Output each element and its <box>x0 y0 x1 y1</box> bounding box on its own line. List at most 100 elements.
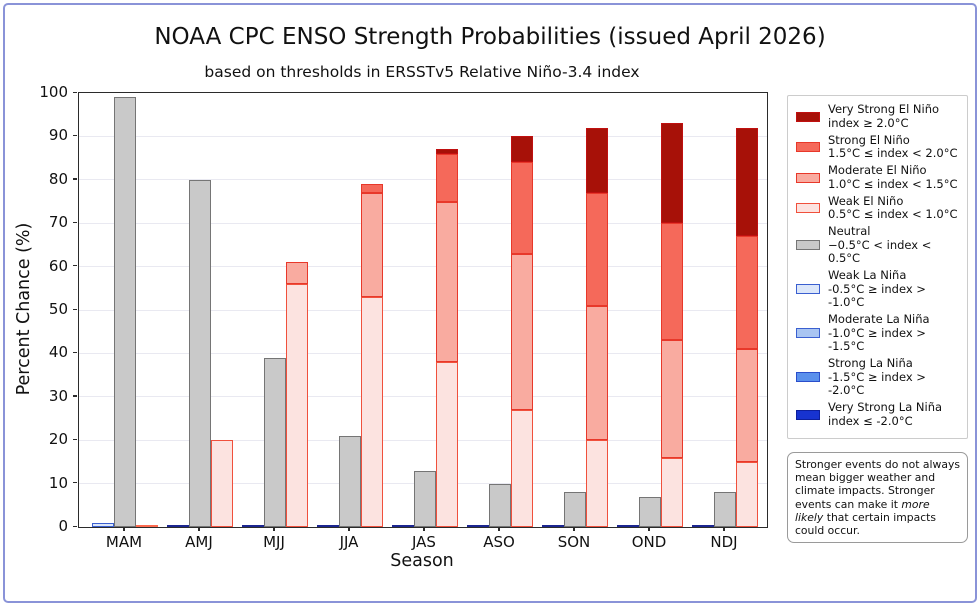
y-tick-mark <box>73 221 77 224</box>
legend-label: Neutral −0.5°C < index < 0.5°C <box>828 224 932 265</box>
y-tick-label: 60 <box>48 256 68 275</box>
y-tick-mark <box>73 265 77 267</box>
gridline <box>79 135 767 137</box>
zero-height-bar <box>167 525 189 527</box>
zero-height-bar <box>542 525 564 527</box>
bar-segment <box>736 236 758 350</box>
y-tick-mark <box>73 482 77 484</box>
bar-segment <box>511 162 533 254</box>
y-tick-mark <box>73 438 77 441</box>
zero-height-bar <box>392 525 414 527</box>
y-tick-label: 10 <box>48 473 68 492</box>
chart-subtitle: based on thresholds in ERSSTv5 Relative … <box>204 63 640 81</box>
gridline <box>79 396 767 398</box>
bar-segment <box>264 357 286 527</box>
legend-item: Very Strong El Niño index ≥ 2.0°C <box>796 102 959 130</box>
bar-segment <box>511 409 533 527</box>
bar-segment <box>211 440 233 527</box>
zero-height-bar <box>617 525 639 527</box>
legend-item: Very Strong La Niña index ≤ -2.0°C <box>796 400 959 428</box>
plot-area <box>78 92 768 528</box>
x-tick-mark <box>498 527 500 532</box>
zero-height-bar <box>467 525 489 527</box>
bar-segment <box>511 136 533 163</box>
x-tick-label: JJA <box>339 533 359 551</box>
y-tick-label: 90 <box>48 126 68 145</box>
x-tick-mark <box>348 527 350 532</box>
bar-segment <box>286 262 308 284</box>
x-tick-mark <box>198 527 200 532</box>
bar-segment <box>586 192 608 306</box>
bar-segment <box>286 283 308 527</box>
legend-item: Weak El Niño 0.5°C ≤ index < 1.0°C <box>796 194 959 222</box>
legend-swatch <box>796 409 820 420</box>
bar-segment <box>436 149 458 154</box>
bar-segment <box>511 253 533 410</box>
bar-segment <box>661 223 683 341</box>
legend: Very Strong El Niño index ≥ 2.0°C Strong E… <box>787 95 968 439</box>
bar-segment <box>189 179 211 527</box>
zero-height-bar <box>242 525 264 527</box>
bar-segment <box>339 435 361 527</box>
bar-segment <box>586 127 608 193</box>
legend-item: Moderate La Niña -1.0°C ≥ index > -1.5°C <box>796 312 959 354</box>
zero-height-bar <box>692 525 714 527</box>
x-tick-mark <box>423 527 425 532</box>
legend-label: Strong El Niño 1.5°C ≤ index < 2.0°C <box>828 132 958 160</box>
legend-item: Strong El Niño 1.5°C ≤ index < 2.0°C <box>796 132 959 161</box>
gridline <box>79 309 767 311</box>
gridline <box>79 439 767 441</box>
gridline <box>79 222 767 224</box>
x-tick-label: AMJ <box>185 533 213 551</box>
y-tick-mark <box>73 351 77 354</box>
x-tick-mark <box>573 527 575 532</box>
legend-swatch <box>796 142 820 152</box>
bar-segment <box>564 492 586 527</box>
note-text: Stronger events do not always mean bigge… <box>795 458 960 511</box>
bar-segment <box>414 470 436 527</box>
bar-segment <box>436 201 458 363</box>
x-tick-mark <box>123 527 125 532</box>
gridline <box>79 266 767 268</box>
x-axis-label: Season <box>390 551 454 571</box>
y-tick-mark <box>73 395 77 397</box>
bar-segment <box>361 192 383 297</box>
legend-item: Weak La Niña -0.5°C ≥ index > -1.0°C <box>796 268 959 310</box>
legend-item: Strong La Niña -1.5°C ≥ index > -2.0°C <box>796 356 959 398</box>
y-tick-label: 50 <box>48 300 68 318</box>
y-tick-mark <box>73 134 77 137</box>
legend-item: Moderate El Niño 1.0°C ≤ index < 1.5°C <box>796 163 959 191</box>
legend-swatch <box>796 372 820 383</box>
x-tick-label: JAS <box>412 533 436 551</box>
bar-segment <box>361 184 383 193</box>
note-text-italic: more likely <box>795 497 930 524</box>
zero-height-bar <box>136 525 158 527</box>
note-text-end: that certain impacts could occur. <box>795 510 937 538</box>
bar-segment <box>661 123 683 224</box>
bar-segment <box>436 153 458 202</box>
x-tick-label: MAM <box>105 533 143 551</box>
x-tick-mark <box>273 527 275 532</box>
y-tick-label: 70 <box>48 213 68 232</box>
x-tick-label: OND <box>631 533 667 551</box>
bar-segment <box>586 305 608 441</box>
chart-title: NOAA CPC ENSO Strength Probabilities (is… <box>154 24 826 50</box>
legend-item: Neutral −0.5°C < index < 0.5°C <box>796 224 959 266</box>
bar-segment <box>736 127 758 237</box>
x-tick-mark <box>723 527 725 532</box>
legend-label: Weak La Niña -0.5°C ≥ index > -1.0°C <box>828 268 926 309</box>
bar-segment <box>114 97 136 527</box>
legend-swatch <box>796 328 820 339</box>
legend-swatch <box>796 111 820 122</box>
bar-segment <box>714 492 736 527</box>
x-tick-label: MJJ <box>263 533 285 551</box>
bar-segment <box>661 457 683 527</box>
legend-swatch <box>796 172 820 183</box>
legend-swatch <box>796 203 820 213</box>
legend-label: Very Strong La Niña index ≤ -2.0°C <box>828 400 943 428</box>
bar-segment <box>736 349 758 462</box>
legend-label: Very Strong El Niño index ≥ 2.0°C <box>828 102 940 130</box>
x-tick-label: NDJ <box>710 533 738 551</box>
x-tick-label: SON <box>557 533 591 551</box>
